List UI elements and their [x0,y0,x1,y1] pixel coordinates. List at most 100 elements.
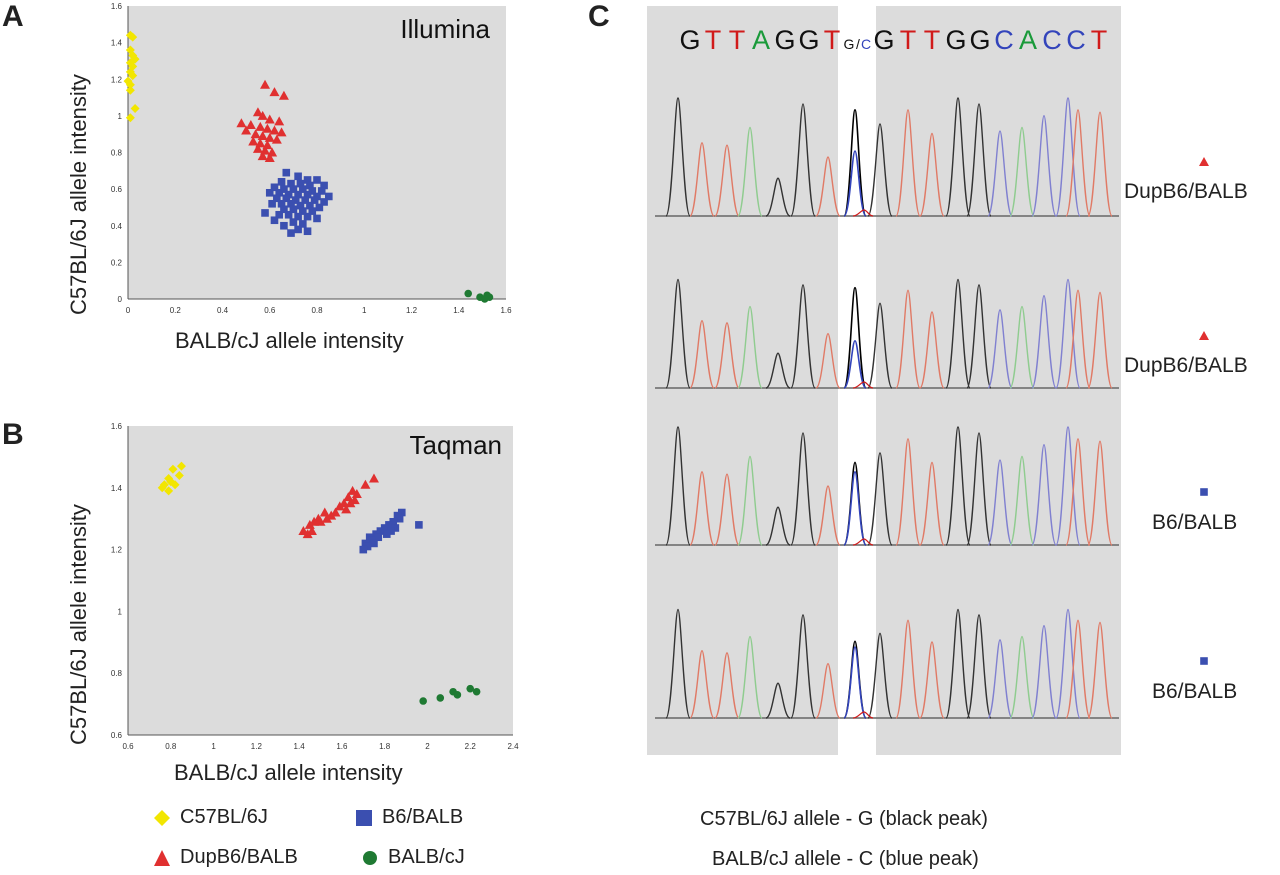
x-tick-label: 1 [362,306,367,315]
trace-peak [919,311,945,389]
data-point [289,185,298,193]
data-point [287,229,295,237]
plot-area [128,426,513,735]
data-point [472,687,481,696]
data-point [436,694,445,702]
data-point [245,120,256,130]
trace-peak [1009,635,1035,719]
trace-peak [815,485,841,546]
trace-peak [1031,114,1057,217]
x-tick-label: 0.4 [217,306,229,315]
data-point [480,295,489,303]
data-point [359,545,368,554]
trace-peak [919,641,945,719]
trace-peak [1009,305,1035,389]
x-tick-label: 0.6 [264,306,276,315]
y-tick-label: 0.4 [111,222,123,231]
data-point [252,143,263,153]
snp-allele-c: C [861,36,871,52]
data-point [265,188,274,197]
trace-peak [919,132,945,217]
allele-note-blue: BALB/cJ allele - C (blue peak) [712,848,979,870]
sequence-base: T [1091,25,1108,55]
data-point [303,190,312,199]
sequence-base: T [824,25,841,55]
sequence-base: T [900,25,917,55]
data-point [315,516,326,526]
trace-peak [714,652,740,719]
sequence-base: G [945,25,966,55]
x-tick-label: 1.2 [251,742,263,751]
trace-peak [765,352,791,389]
trace-peak [966,614,992,719]
chromatogram-panel: G T T A G G T G / C G T T G G C A C C T [647,6,1209,755]
y-tick-label: 0.2 [111,258,123,267]
data-point [341,504,352,514]
trace-peak [665,278,691,389]
data-point [294,172,302,181]
data-point [299,185,307,193]
snp-peak-black [843,286,867,389]
trace-peak [966,103,992,217]
data-point [315,203,324,212]
data-point [271,134,282,144]
data-point [274,116,285,126]
data-point [313,176,321,184]
trace-peak [1087,291,1113,389]
data-point [276,127,287,137]
legend-marker-circle [363,850,377,865]
chart-b: 0.6 0.8 1 1.2 1.4 1.6 1.8 2 2.2 2.4 0.6 0.8 1 1.2 1.4 1… [111,422,519,751]
trace-peak [1087,621,1113,719]
data-point [391,524,400,532]
data-point [294,225,302,234]
data-point [313,214,321,223]
trace-peak [1009,455,1035,546]
trace-peak [987,130,1013,217]
y-tick-label: 0 [118,295,123,304]
trace-genotype-label-2: DupB6/BALB [1124,354,1248,377]
legend-item-balbcj: BALB/cJ [360,846,465,869]
trace-peak [765,506,791,546]
data-point [466,684,475,693]
trace-genotype-label-3: B6/BALB [1152,511,1238,534]
trace-peak [737,635,763,719]
data-point [125,58,135,68]
data-point [395,514,404,523]
trace-peak [737,305,763,389]
genotype-marker [1200,488,1208,496]
data-point [296,201,305,210]
data-point [294,190,302,199]
data-point [278,90,289,100]
trace-peak [689,319,715,389]
series-b6-balb [261,168,333,237]
trace-peak [665,426,691,546]
chart-b-xlabel: BALB/cJ allele intensity [174,760,403,785]
series-balb-cj [464,289,494,303]
trace-peak [815,333,841,389]
data-point [260,79,271,89]
snp-peak-red [852,209,874,217]
sequence-base: T [924,25,941,55]
trace-peak [815,156,841,217]
data-point [264,152,275,162]
x-tick-label: 2.2 [465,742,477,751]
legend-label: B6/BALB [382,806,464,828]
snp-peak-red [852,381,874,389]
data-point [264,114,275,124]
x-tick-label: 2.4 [507,742,519,751]
data-point [415,521,423,529]
data-point [308,187,317,195]
x-tick-label: 0.8 [311,306,323,315]
chart-a: 0 0.2 0.4 0.6 0.8 1 1.2 1.4 1.6 0 0.2 0.4 0.6 0.8 1 1.2… [111,2,512,315]
trace-peak [895,438,921,546]
trace-peak [790,614,816,719]
data-point [128,71,138,81]
data-point [269,87,280,97]
y-tick-label: 0.6 [111,185,123,194]
data-point [174,470,184,480]
trace-peak [1031,625,1057,719]
trace-peak [790,432,816,546]
trace-peak [689,649,715,719]
trace-genotype-label-4: B6/BALB [1152,680,1238,703]
data-point [170,480,180,490]
